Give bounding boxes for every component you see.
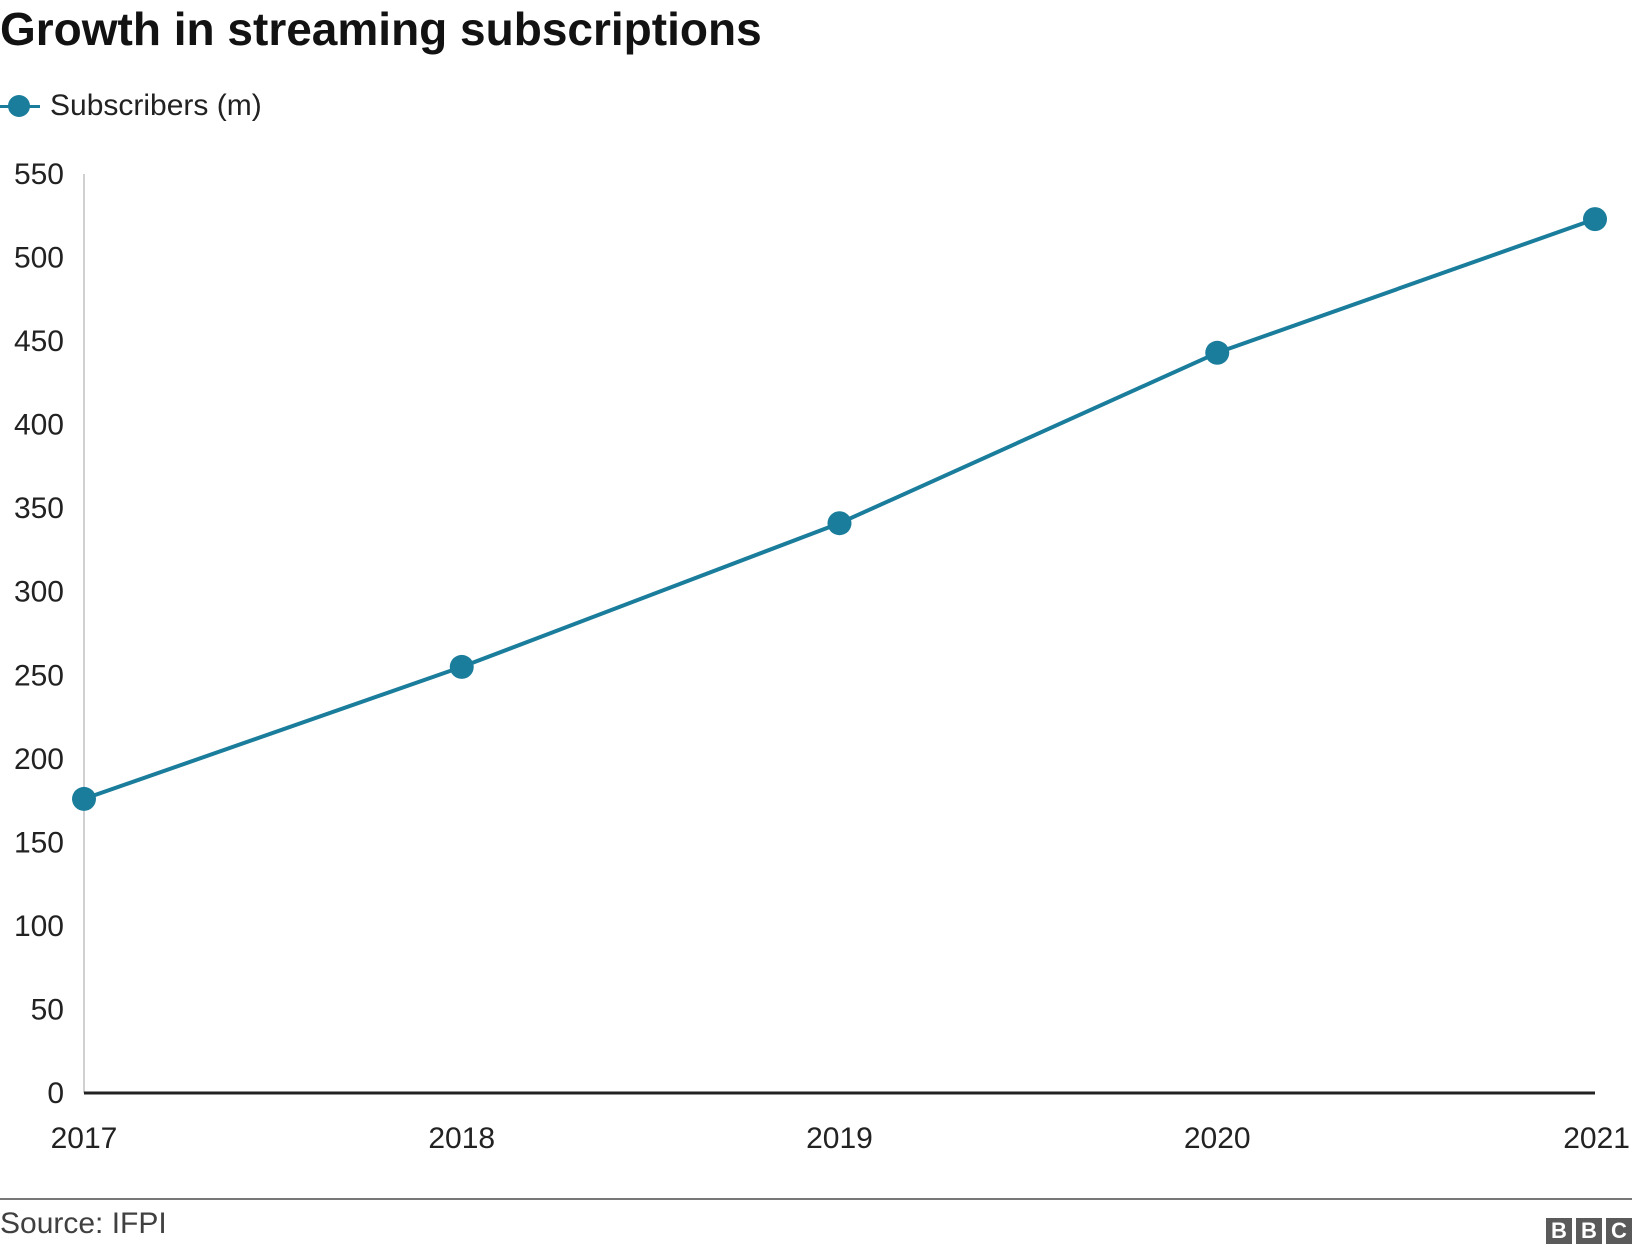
x-tick-label: 2020 xyxy=(1184,1122,1251,1155)
data-point xyxy=(72,786,96,811)
data-point xyxy=(1583,207,1607,232)
logo-letter: C xyxy=(1606,1218,1632,1244)
y-tick-label: 550 xyxy=(14,158,64,191)
y-tick-label: 50 xyxy=(31,993,64,1026)
y-tick-label: 300 xyxy=(14,576,64,609)
legend-label: Subscribers (m) xyxy=(50,89,262,122)
x-tick-label: 2019 xyxy=(806,1122,873,1155)
data-point xyxy=(827,511,852,536)
legend-marker-icon xyxy=(0,86,40,126)
y-axis: 0 50 100 150 200 250 300 350 400 450 500 550 xyxy=(14,158,64,1110)
bbc-logo: B B C xyxy=(1546,1218,1632,1244)
y-tick-label: 150 xyxy=(14,826,64,859)
x-tick-label: 2018 xyxy=(428,1122,495,1155)
logo-letter: B xyxy=(1576,1218,1602,1244)
data-point xyxy=(1205,340,1230,365)
y-tick-label: 100 xyxy=(14,910,64,943)
series-line xyxy=(83,217,1596,801)
y-tick-label: 0 xyxy=(47,1077,64,1110)
series-subscribers xyxy=(72,207,1607,811)
logo-letter: B xyxy=(1546,1218,1572,1244)
y-tick-label: 200 xyxy=(14,743,64,776)
y-tick-label: 400 xyxy=(14,409,64,442)
chart-title: Growth in streaming subscriptions xyxy=(0,3,762,55)
chart-legend: Subscribers (m) xyxy=(0,86,262,126)
source-note: Source: IFPI xyxy=(0,1207,167,1240)
y-tick-label: 250 xyxy=(14,659,64,692)
x-axis: 2017 2018 2019 2020 2021 xyxy=(51,1122,1630,1155)
y-tick-label: 500 xyxy=(14,242,64,275)
x-tick-label: 2021 xyxy=(1563,1122,1630,1155)
y-tick-label: 350 xyxy=(14,492,64,525)
y-tick-label: 450 xyxy=(14,325,64,358)
x-tick-label: 2017 xyxy=(51,1122,118,1155)
data-point xyxy=(449,654,474,679)
footer-divider xyxy=(0,1198,1632,1200)
